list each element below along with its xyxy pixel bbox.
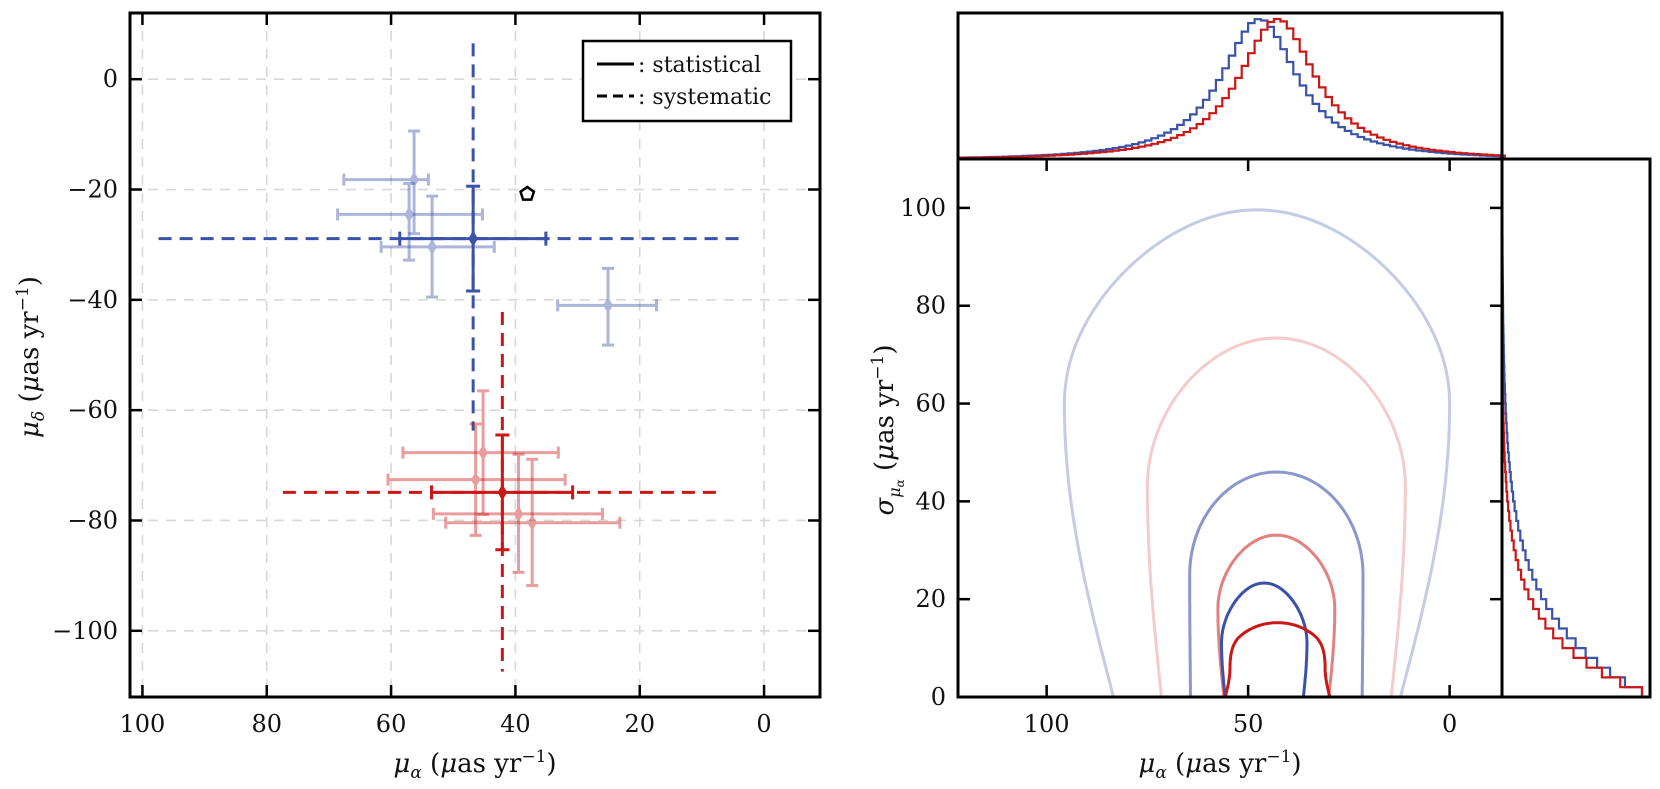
y-tick-label: 0	[931, 683, 946, 711]
y-tick-label: −40	[67, 286, 118, 314]
x-tick-label: 40	[500, 710, 531, 738]
left-combined-points	[398, 184, 575, 552]
left-y-axis-label: μδ (μas yr−1)	[13, 276, 49, 438]
data-point	[513, 505, 524, 522]
red-point	[431, 452, 604, 574]
contour-line	[1145, 336, 1407, 698]
contour-line	[1223, 621, 1332, 698]
blue-point	[336, 181, 484, 262]
red-point	[386, 422, 567, 537]
x-tick-label: 60	[376, 710, 407, 738]
y-tick-label: −100	[52, 617, 118, 645]
data-point	[404, 206, 414, 223]
right-plot-frame	[956, 157, 1504, 699]
right-panel: 100 50 0 0 20 40 60 80 100 μα (μas yr−1) σμα (μa…	[868, 11, 1652, 783]
side-histogram-line	[1500, 149, 1644, 697]
y-tick-label: −80	[67, 506, 118, 534]
x-tick-label: 80	[251, 710, 282, 738]
side-marginal-histogram	[1500, 149, 1644, 697]
blue-point	[379, 194, 496, 299]
left-ticks: 100 80 60 40 20 0 0 −20 −40 −60 −80 −100	[52, 13, 820, 738]
data-point	[603, 297, 613, 314]
y-tick-label: 40	[915, 487, 946, 515]
top-histogram-line	[958, 17, 1506, 159]
y-tick-label: 0	[103, 65, 118, 93]
y-tick-label: 60	[915, 390, 946, 418]
x-tick-label: 20	[624, 710, 655, 738]
x-tick-label: 0	[1442, 710, 1457, 738]
data-point	[468, 230, 478, 247]
legend: : statistical : systematic	[581, 39, 793, 123]
left-x-axis-label: μα (μas yr−1)	[393, 747, 556, 783]
legend-box	[581, 39, 793, 123]
left-systematic-bars	[158, 43, 742, 672]
contour-line	[1220, 581, 1309, 698]
contour-line	[1216, 533, 1337, 698]
x-tick-label: 100	[1024, 710, 1070, 738]
contour-line	[1062, 208, 1452, 698]
y-tick-label: −60	[67, 396, 118, 424]
blue-point	[342, 129, 430, 236]
side-histogram-line	[1501, 149, 1644, 697]
x-tick-label: 50	[1233, 710, 1264, 738]
left-individual-points	[336, 129, 659, 588]
right-y-axis-label: σμα (μas yr−1)	[868, 344, 907, 515]
red-point	[444, 457, 622, 588]
side-marginal-frame	[1500, 157, 1652, 699]
y-tick-label: 20	[915, 585, 946, 613]
x-tick-label: 0	[756, 710, 771, 738]
legend-statistical-label: : statistical	[638, 53, 761, 78]
pentagon-marker	[519, 185, 536, 201]
left-panel: 100 80 60 40 20 0 0 −20 −40 −60 −80 −100 : statisti…	[13, 11, 822, 783]
blue-combined-point	[398, 184, 548, 293]
top-marginal-frame	[956, 11, 1504, 161]
data-point	[497, 484, 508, 501]
data-point	[409, 171, 419, 188]
data-point	[427, 238, 437, 255]
red-combined-point	[429, 433, 575, 552]
x-tick-label: 100	[120, 710, 166, 738]
y-tick-label: 100	[900, 194, 946, 222]
right-x-axis-label: μα (μas yr−1)	[1138, 747, 1301, 783]
data-point	[478, 444, 488, 461]
left-grid	[130, 13, 820, 697]
right-ticks: 100 50 0 0 20 40 60 80 100	[900, 159, 1502, 738]
blue-point	[556, 266, 659, 347]
left-plot-frame	[128, 11, 822, 699]
data-point	[527, 514, 537, 531]
contours	[1062, 208, 1452, 698]
top-marginal-histogram	[958, 17, 1506, 159]
contour-line	[1188, 470, 1365, 698]
legend-systematic-label: : systematic	[638, 85, 771, 110]
y-tick-label: −20	[67, 176, 118, 204]
y-tick-label: 80	[915, 292, 946, 320]
data-point	[470, 471, 481, 488]
